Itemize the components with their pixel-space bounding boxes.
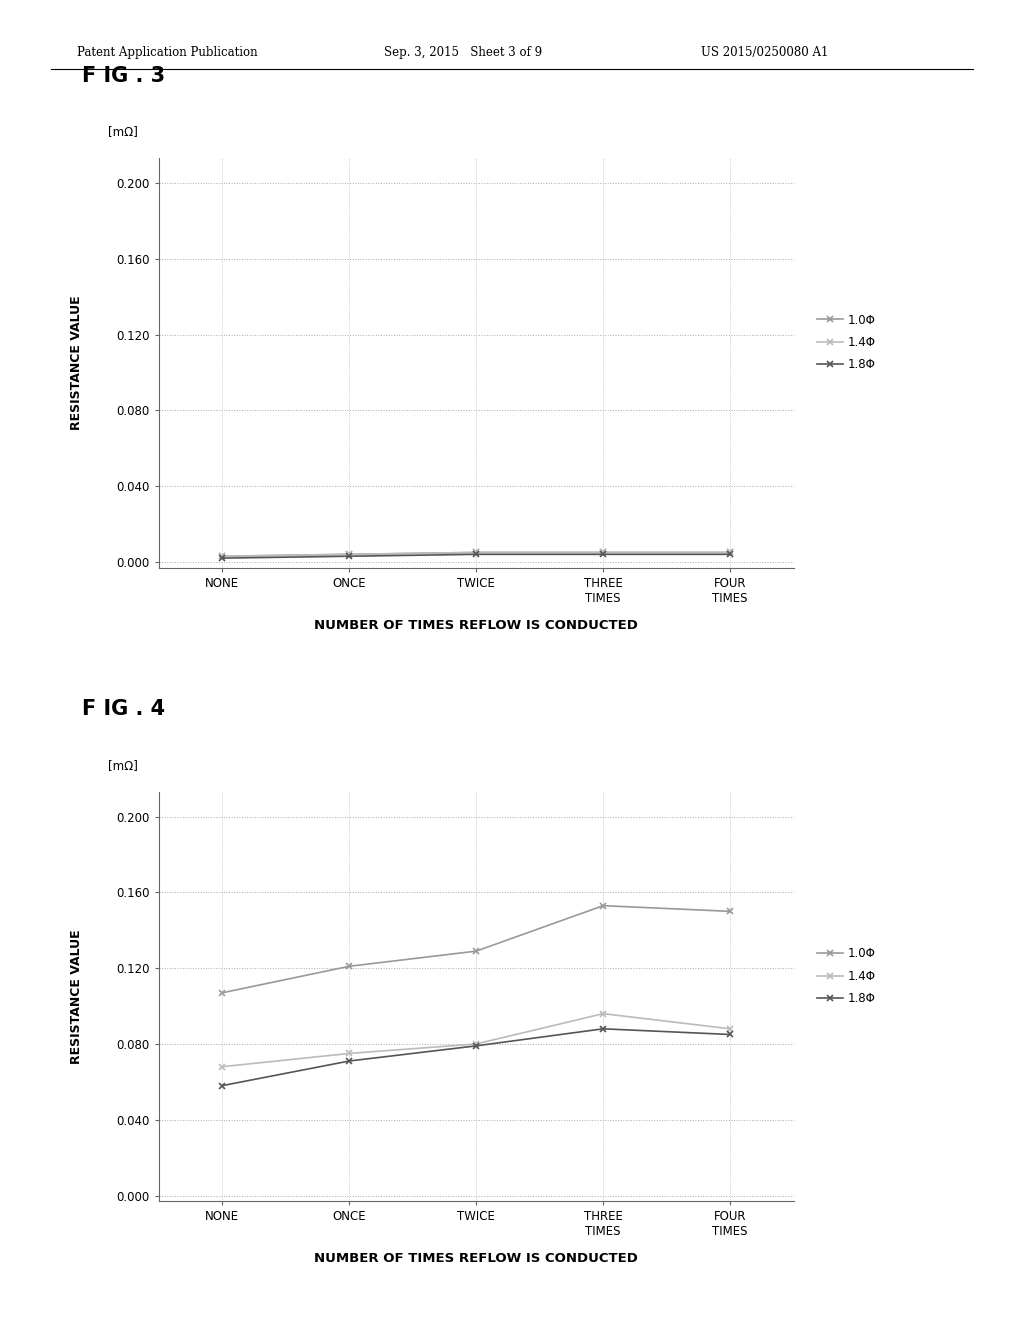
1.4Φ <box>216 548 228 564</box>
1.8Φ <box>597 1020 609 1036</box>
1.0Φ <box>343 546 355 562</box>
1.8Φ <box>597 546 609 562</box>
1.0Φ <box>597 898 609 913</box>
1.8Φ <box>470 1038 482 1053</box>
1.0Φ <box>216 985 228 1001</box>
Text: Patent Application Publication: Patent Application Publication <box>77 46 257 59</box>
Line: 1.4Φ: 1.4Φ <box>219 549 733 560</box>
1.8Φ <box>724 1027 736 1043</box>
X-axis label: NUMBER OF TIMES REFLOW IS CONDUCTED: NUMBER OF TIMES REFLOW IS CONDUCTED <box>314 619 638 631</box>
1.8Φ <box>470 546 482 562</box>
Line: 1.8Φ: 1.8Φ <box>219 550 733 561</box>
1.8Φ <box>343 1053 355 1069</box>
1.4Φ <box>470 1036 482 1052</box>
Line: 1.4Φ: 1.4Φ <box>219 1010 733 1071</box>
Text: F IG . 4: F IG . 4 <box>82 700 165 719</box>
1.0Φ <box>597 545 609 561</box>
1.4Φ <box>470 545 482 561</box>
Line: 1.0Φ: 1.0Φ <box>219 549 733 560</box>
Line: 1.8Φ: 1.8Φ <box>219 1026 733 1089</box>
Text: F IG . 3: F IG . 3 <box>82 66 165 86</box>
Text: [mΩ]: [mΩ] <box>108 759 138 771</box>
1.4Φ <box>343 546 355 562</box>
Text: [mΩ]: [mΩ] <box>108 125 138 139</box>
1.4Φ <box>216 1059 228 1074</box>
1.8Φ <box>343 548 355 564</box>
1.0Φ <box>470 545 482 561</box>
Legend: 1.0Φ, 1.4Φ, 1.8Φ: 1.0Φ, 1.4Φ, 1.8Φ <box>812 309 881 376</box>
Y-axis label: RESISTANCE VALUE: RESISTANCE VALUE <box>70 296 83 430</box>
1.0Φ <box>724 545 736 561</box>
1.8Φ <box>216 1077 228 1093</box>
1.4Φ <box>597 545 609 561</box>
1.0Φ <box>470 944 482 960</box>
Legend: 1.0Φ, 1.4Φ, 1.8Φ: 1.0Φ, 1.4Φ, 1.8Φ <box>812 942 881 1010</box>
X-axis label: NUMBER OF TIMES REFLOW IS CONDUCTED: NUMBER OF TIMES REFLOW IS CONDUCTED <box>314 1253 638 1265</box>
Y-axis label: RESISTANCE VALUE: RESISTANCE VALUE <box>70 929 83 1064</box>
Text: Sep. 3, 2015   Sheet 3 of 9: Sep. 3, 2015 Sheet 3 of 9 <box>384 46 542 59</box>
1.8Φ <box>216 550 228 566</box>
1.0Φ <box>724 903 736 919</box>
1.8Φ <box>724 546 736 562</box>
1.0Φ <box>216 548 228 564</box>
Line: 1.0Φ: 1.0Φ <box>219 902 733 997</box>
Text: US 2015/0250080 A1: US 2015/0250080 A1 <box>701 46 828 59</box>
1.4Φ <box>597 1006 609 1022</box>
1.0Φ <box>343 958 355 974</box>
1.4Φ <box>724 545 736 561</box>
1.4Φ <box>724 1020 736 1036</box>
1.4Φ <box>343 1045 355 1061</box>
